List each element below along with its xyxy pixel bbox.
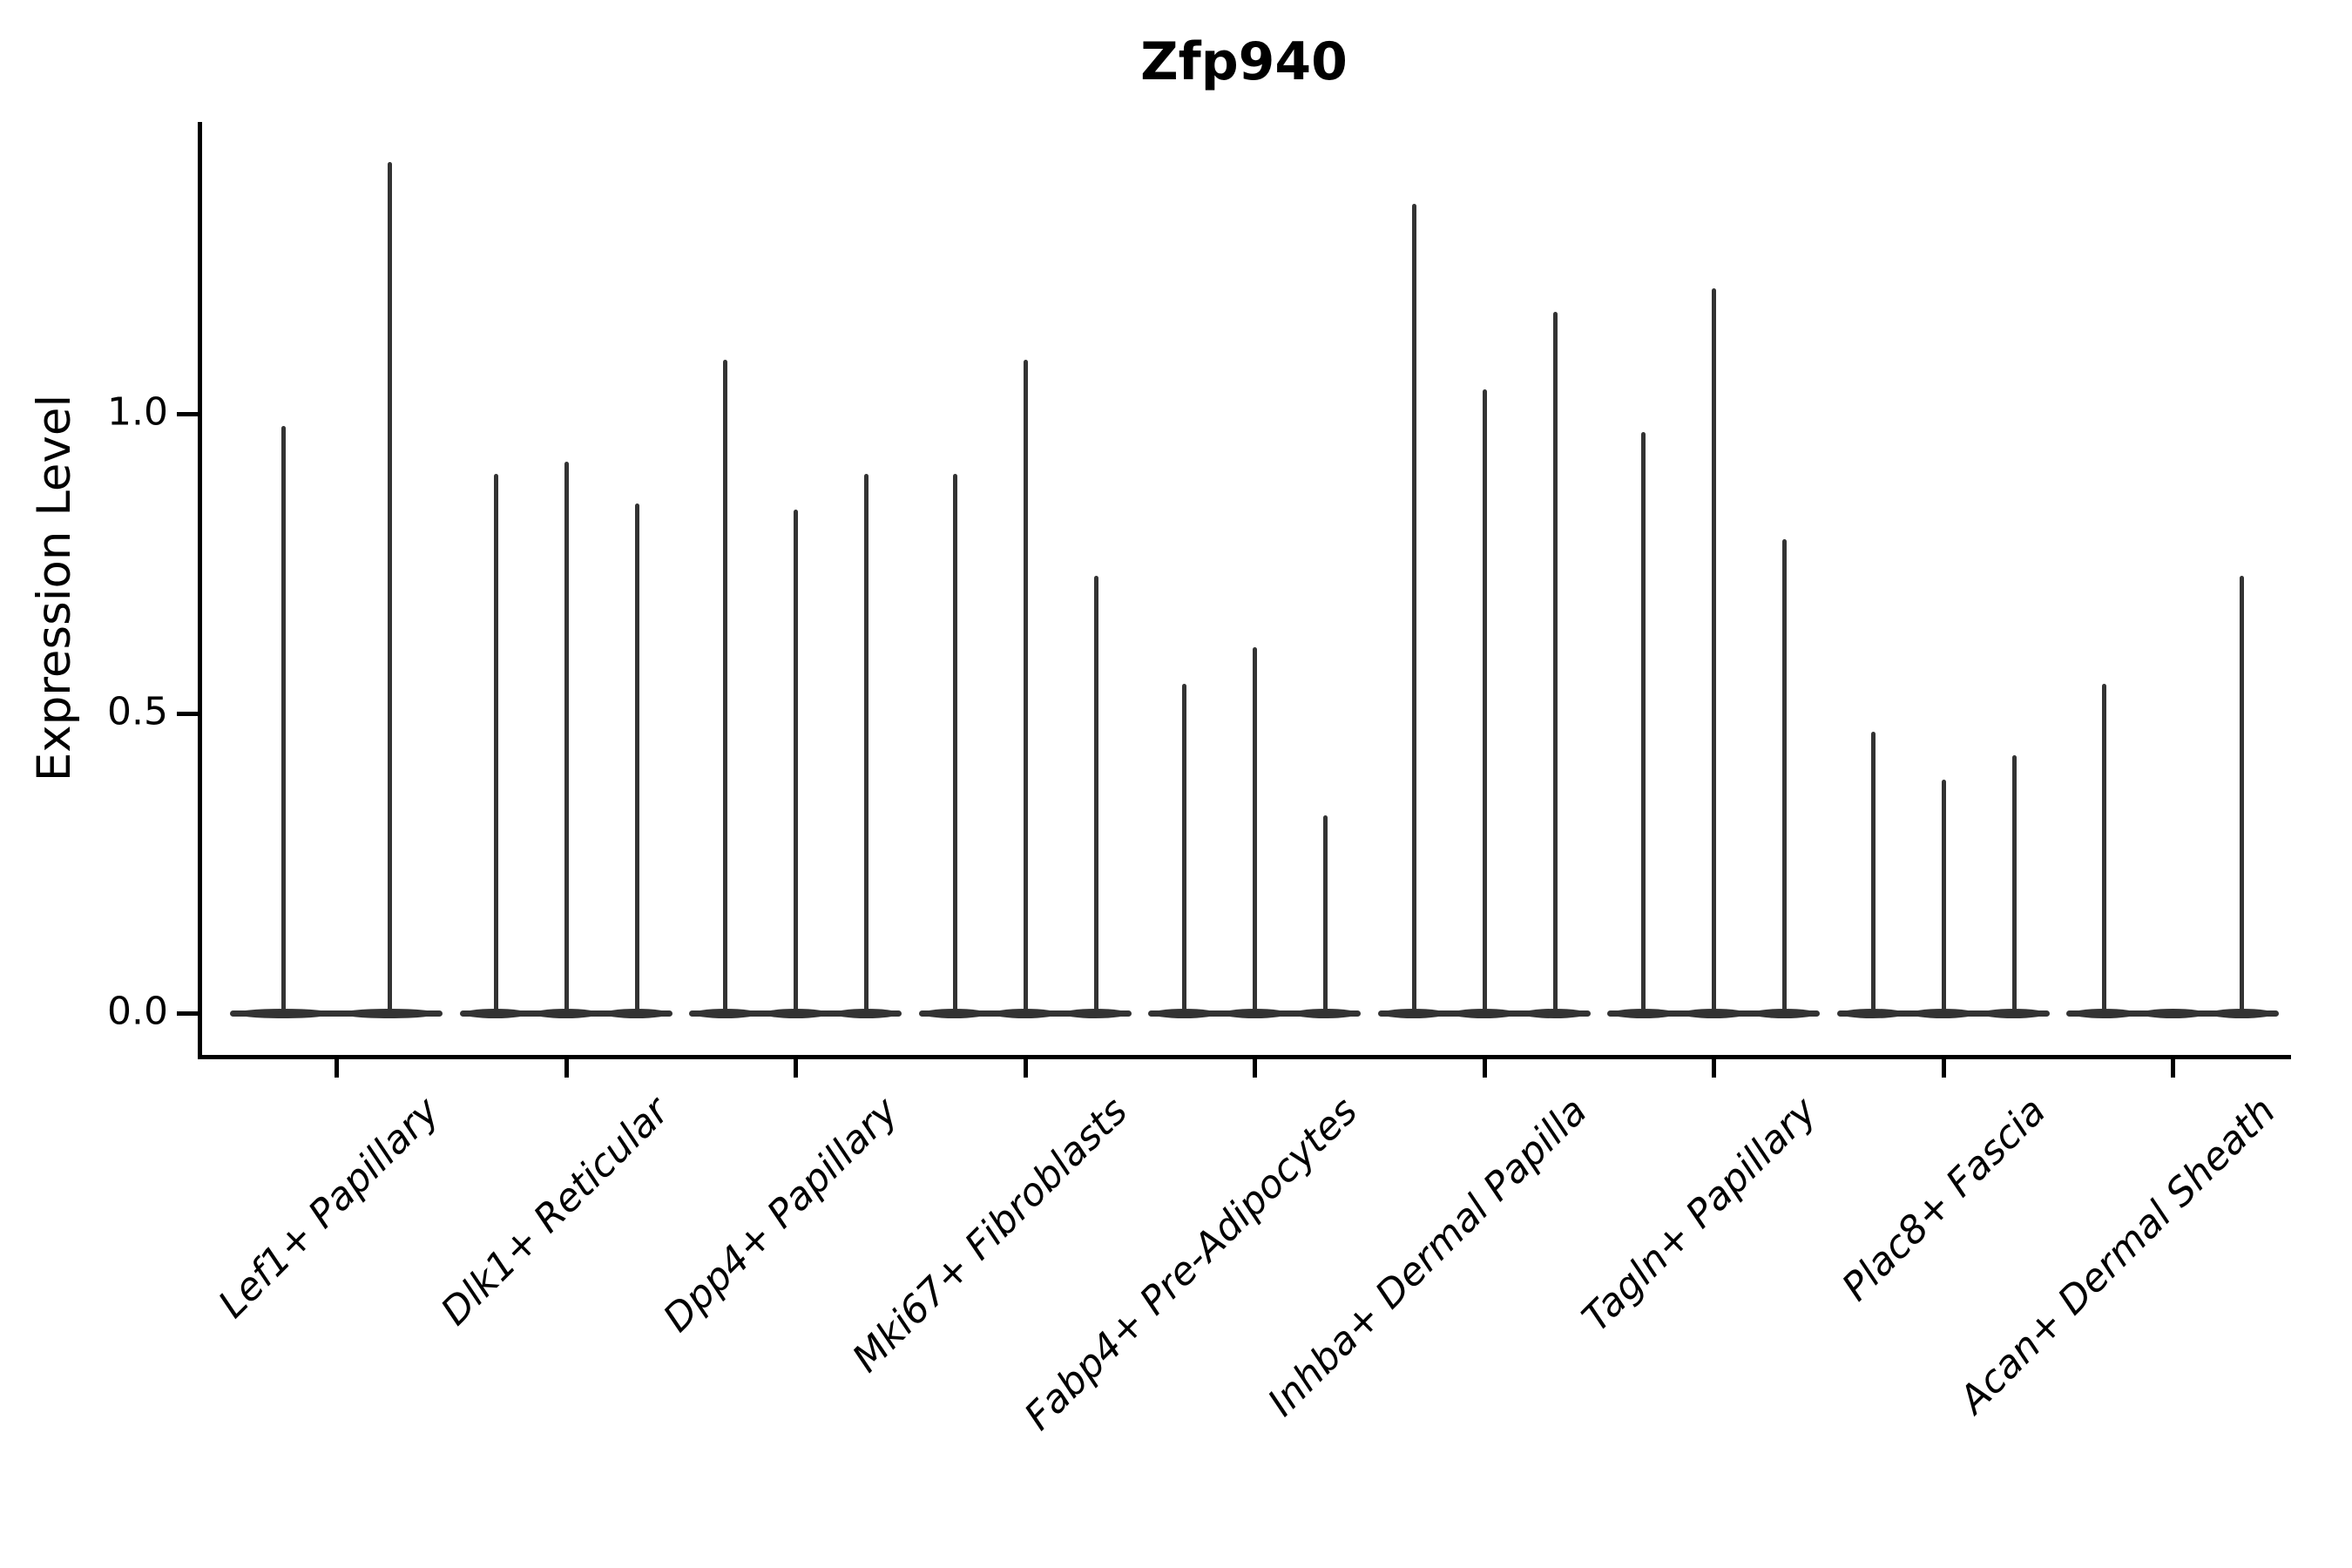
violin-spike xyxy=(493,473,498,1017)
violin-spike xyxy=(1253,647,1257,1017)
x-tick-mark xyxy=(1712,1055,1716,1078)
violin-spike xyxy=(1641,431,1646,1017)
y-tick-label: 0.0 xyxy=(107,989,168,1034)
violin-spike xyxy=(1093,575,1098,1017)
x-tick-label: Plac8+ Fascia xyxy=(1834,1089,2055,1310)
violin-spike xyxy=(1182,683,1186,1017)
x-tick-mark xyxy=(564,1055,569,1078)
x-tick-mark xyxy=(335,1055,339,1078)
x-tick-label: Dpp4+ Papillary xyxy=(655,1089,908,1342)
violin-spike xyxy=(281,425,286,1017)
violin-spike xyxy=(1552,312,1558,1017)
x-tick-label: Dlk1+ Reticular xyxy=(432,1089,678,1335)
violin-spike xyxy=(1782,539,1787,1017)
violin-spike xyxy=(1482,389,1487,1017)
violin-spike xyxy=(1941,779,1946,1017)
x-tick-mark xyxy=(1253,1055,1257,1078)
violin-spike xyxy=(1411,204,1416,1017)
violin-spike xyxy=(1870,731,1876,1017)
y-tick-mark xyxy=(177,712,198,716)
x-tick-mark xyxy=(2171,1055,2175,1078)
violin-spike xyxy=(2102,683,2106,1017)
x-tick-mark xyxy=(1482,1055,1487,1078)
violin-baseline xyxy=(230,1010,443,1017)
violin-spike xyxy=(952,473,957,1017)
y-tick-mark xyxy=(177,1011,198,1016)
x-axis-spine xyxy=(198,1055,2291,1059)
y-tick-label: 0.5 xyxy=(107,689,168,734)
violin-spike xyxy=(2240,575,2244,1017)
violin-spike xyxy=(794,510,798,1017)
x-tick-mark xyxy=(1023,1055,1028,1078)
y-tick-mark xyxy=(177,412,198,416)
violin-spike xyxy=(2011,755,2017,1017)
x-tick-label: Lef1+ Papillary xyxy=(210,1089,449,1328)
y-axis-label: Expression Level xyxy=(28,394,81,782)
y-axis-spine xyxy=(198,122,202,1059)
violin-body xyxy=(2139,1009,2206,1018)
violin-spike xyxy=(564,462,569,1017)
violin-spike xyxy=(634,504,639,1017)
violin-spike xyxy=(864,473,868,1017)
violin-spike xyxy=(388,162,392,1017)
violin-spike xyxy=(1323,814,1328,1017)
x-tick-label: Tagln+ Papillary xyxy=(1573,1089,1826,1341)
y-tick-label: 1.0 xyxy=(107,389,168,435)
chart-title: Zfp940 xyxy=(1140,31,1348,92)
violin-spike xyxy=(1712,287,1716,1017)
x-tick-mark xyxy=(794,1055,798,1078)
violin-spike xyxy=(723,360,727,1017)
x-tick-mark xyxy=(1941,1055,1946,1078)
violin-spike xyxy=(1023,360,1028,1017)
